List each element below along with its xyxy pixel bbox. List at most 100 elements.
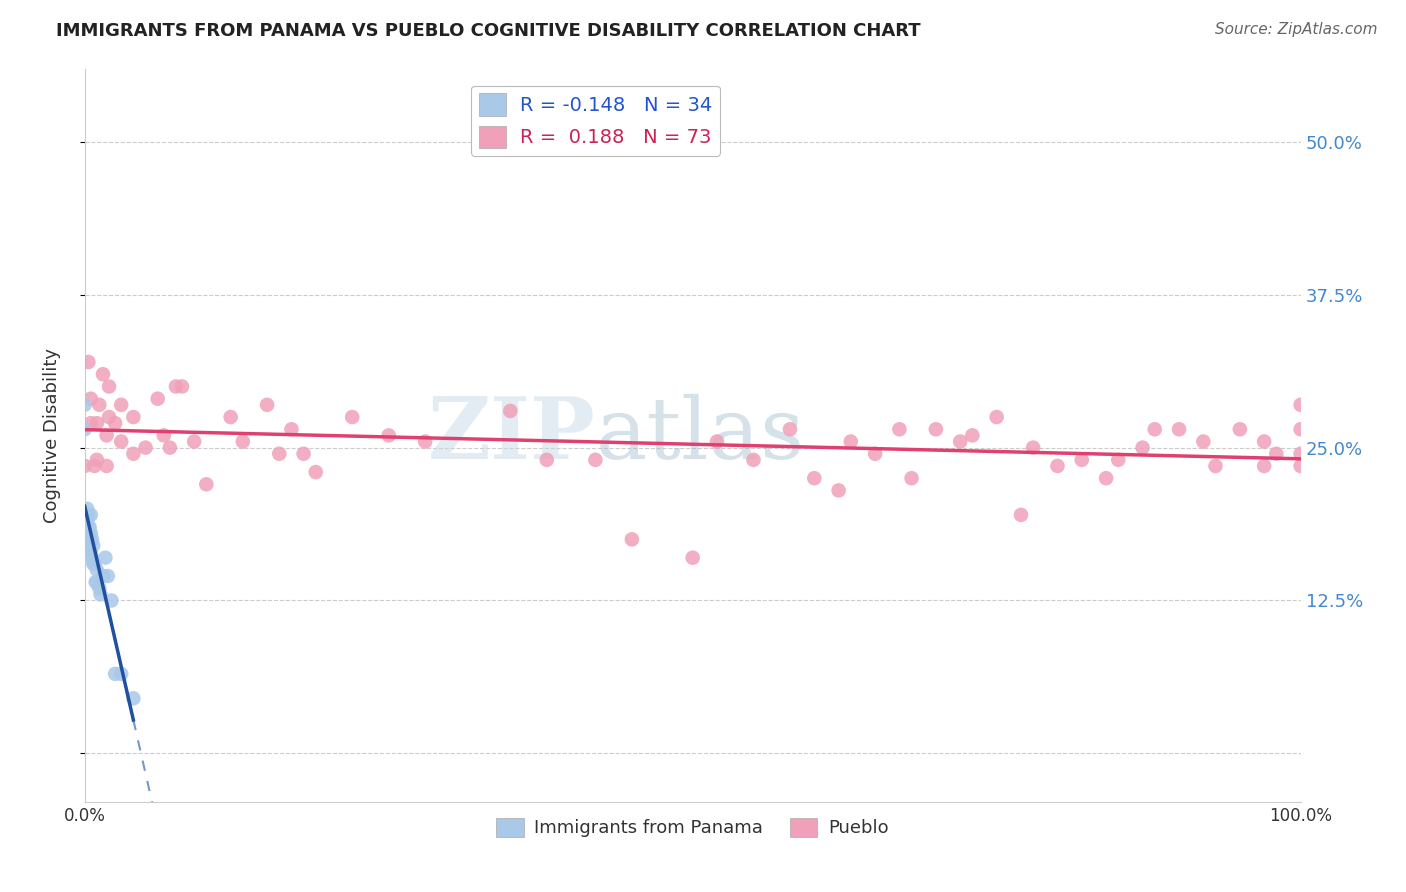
Point — [77, 520, 100, 534]
Point — [75, 520, 97, 534]
Point — [79, 533, 101, 547]
Point — [79, 520, 101, 534]
Point — [80, 544, 103, 558]
Point — [305, 465, 328, 479]
Point — [1229, 422, 1251, 436]
Point — [986, 410, 1008, 425]
Point — [91, 368, 114, 382]
Point — [80, 533, 103, 547]
Point — [195, 477, 218, 491]
Point — [110, 434, 132, 449]
Point — [889, 422, 911, 436]
Point — [80, 526, 103, 541]
Text: IMMIGRANTS FROM PANAMA VS PUEBLO COGNITIVE DISABILITY CORRELATION CHART: IMMIGRANTS FROM PANAMA VS PUEBLO COGNITI… — [56, 22, 921, 40]
Point — [86, 575, 108, 590]
Point — [1070, 453, 1092, 467]
Point — [839, 434, 862, 449]
Point — [80, 392, 103, 406]
Point — [152, 428, 174, 442]
Point — [280, 422, 302, 436]
Point — [1289, 447, 1312, 461]
Point — [82, 538, 104, 552]
Point — [100, 593, 122, 607]
Point — [122, 410, 145, 425]
Point — [83, 458, 105, 473]
Text: ZIP: ZIP — [427, 393, 595, 477]
Point — [76, 514, 98, 528]
Text: Source: ZipAtlas.com: Source: ZipAtlas.com — [1215, 22, 1378, 37]
Point — [77, 533, 100, 547]
Point — [1046, 458, 1069, 473]
Point — [97, 569, 120, 583]
Point — [165, 379, 187, 393]
Point — [86, 563, 108, 577]
Point — [583, 453, 606, 467]
Point — [1253, 434, 1275, 449]
Point — [1143, 422, 1166, 436]
Point — [110, 666, 132, 681]
Point — [77, 544, 100, 558]
Point — [962, 428, 984, 442]
Point — [79, 544, 101, 558]
Point — [863, 447, 886, 461]
Point — [159, 441, 181, 455]
Point — [1095, 471, 1118, 485]
Point — [82, 557, 104, 571]
Point — [1107, 453, 1129, 467]
Point — [1289, 458, 1312, 473]
Point — [342, 410, 364, 425]
Point — [80, 550, 103, 565]
Point — [94, 550, 117, 565]
Point — [83, 557, 105, 571]
Point — [269, 447, 291, 461]
Point — [1010, 508, 1032, 522]
Point — [170, 379, 193, 393]
Point — [104, 416, 127, 430]
Point — [96, 458, 118, 473]
Point — [90, 587, 112, 601]
Point — [91, 569, 114, 583]
Point — [706, 434, 728, 449]
Point — [183, 434, 205, 449]
Point — [76, 501, 98, 516]
Point — [86, 416, 108, 430]
Point — [89, 398, 111, 412]
Point — [84, 575, 107, 590]
Point — [292, 447, 315, 461]
Point — [122, 447, 145, 461]
Point — [80, 508, 103, 522]
Point — [77, 355, 100, 369]
Point — [104, 666, 127, 681]
Point — [499, 404, 522, 418]
Point — [86, 453, 108, 467]
Point — [1289, 398, 1312, 412]
Point — [1132, 441, 1154, 455]
Text: atlas: atlas — [595, 393, 804, 477]
Point — [949, 434, 972, 449]
Point — [89, 581, 111, 595]
Point — [96, 428, 118, 442]
Point — [536, 453, 558, 467]
Point — [1265, 447, 1288, 461]
Point — [146, 392, 169, 406]
Point — [1289, 422, 1312, 436]
Point — [779, 422, 801, 436]
Point — [1022, 441, 1045, 455]
Point — [742, 453, 765, 467]
Point — [900, 471, 922, 485]
Point — [1168, 422, 1191, 436]
Point — [682, 550, 704, 565]
Point — [75, 508, 97, 522]
Point — [620, 533, 643, 547]
Point — [827, 483, 849, 498]
Point — [135, 441, 157, 455]
Point — [1192, 434, 1215, 449]
Point — [98, 410, 121, 425]
Point — [73, 458, 96, 473]
Point — [413, 434, 436, 449]
Point — [1205, 458, 1227, 473]
Point — [219, 410, 242, 425]
Point — [803, 471, 825, 485]
Point — [98, 379, 121, 393]
Legend: Immigrants from Panama, Pueblo: Immigrants from Panama, Pueblo — [489, 811, 896, 845]
